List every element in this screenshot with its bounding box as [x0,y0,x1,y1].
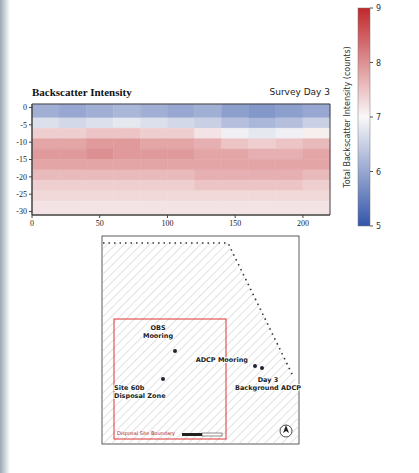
svg-text:7: 7 [376,113,381,122]
svg-text:6: 6 [376,168,381,177]
svg-text:-30: -30 [16,207,27,216]
svg-text:0: 0 [30,219,34,228]
svg-text:Day 3Background ADCP: Day 3Background ADCP [235,376,301,392]
svg-text:OBSMooring: OBSMooring [143,324,173,340]
svg-text:9: 9 [376,4,381,13]
svg-text:150: 150 [229,219,241,228]
svg-text:-25: -25 [16,190,27,199]
svg-text:Disposal Site Boundary: Disposal Site Boundary [117,430,175,437]
svg-text:Total Backscatter Intensity (c: Total Backscatter Intensity (counts) [343,46,352,189]
svg-text:-10: -10 [16,138,27,147]
svg-text:-15: -15 [16,155,27,164]
svg-text:ADCP Mooring: ADCP Mooring [196,356,249,364]
svg-text:-20: -20 [16,173,27,182]
html-text:Survey Day 3: Survey Day 3 [269,87,330,97]
svg-text:100: 100 [161,219,173,228]
svg-text:200: 200 [297,219,309,228]
svg-text:5: 5 [376,222,381,231]
svg-text:Site 60bDisposal Zone: Site 60bDisposal Zone [114,384,166,400]
svg-text:50: 50 [96,219,104,228]
svg-text:8: 8 [376,59,381,68]
svg-text:0: 0 [23,103,27,112]
svg-text:-5: -5 [20,121,27,130]
html-text:Backscatter Intensity: Backscatter Intensity [32,86,132,98]
